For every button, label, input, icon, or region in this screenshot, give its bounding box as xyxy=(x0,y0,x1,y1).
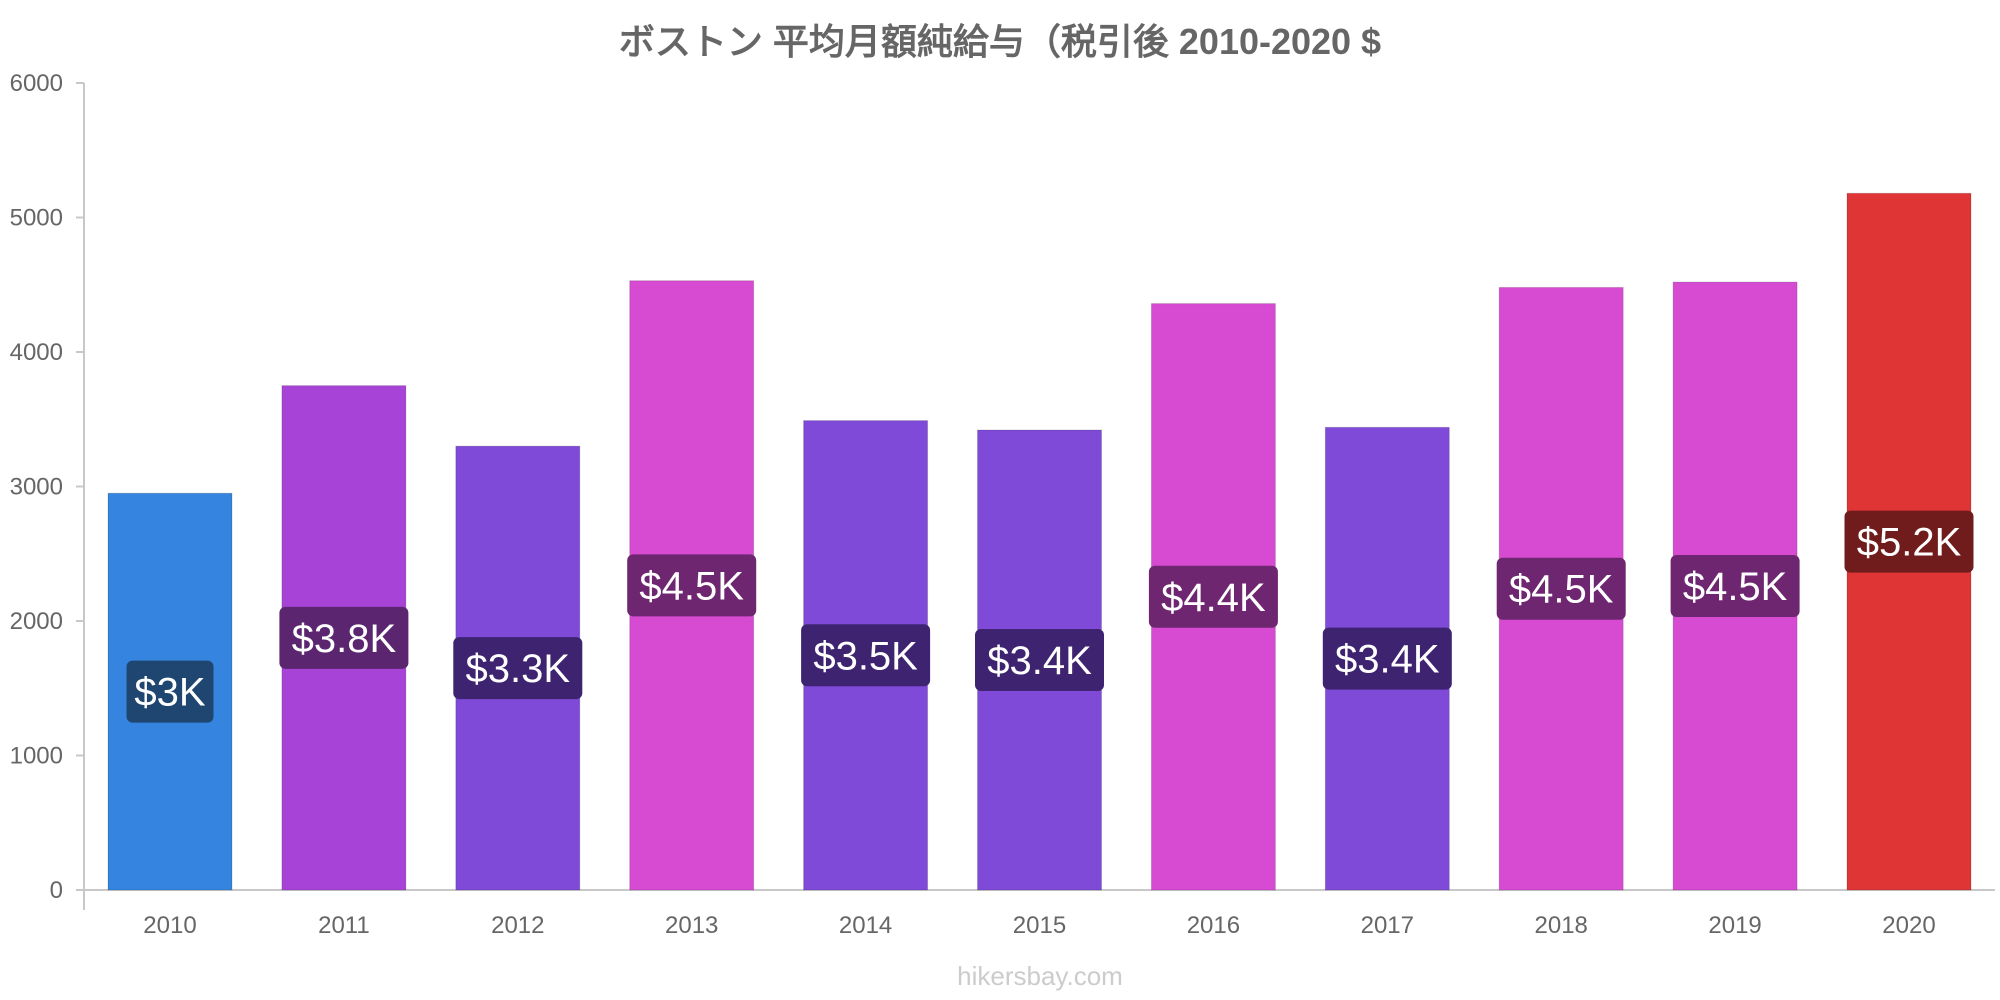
data-label-box xyxy=(1670,555,1800,618)
data-label: $3K xyxy=(134,671,205,715)
x-tick-label: 2018 xyxy=(1535,912,1588,939)
x-tick-label: 2012 xyxy=(491,912,544,939)
footer-source: hikersbay.com xyxy=(957,961,1123,991)
y-tick-label: 2000 xyxy=(10,608,63,635)
x-tick-label: 2011 xyxy=(318,912,370,939)
x-tick-label: 2019 xyxy=(1708,912,1761,939)
y-tick-label: 4000 xyxy=(10,339,63,366)
data-label-box xyxy=(1148,565,1278,628)
data-label-box xyxy=(453,637,583,700)
data-label: $4.5K xyxy=(639,564,744,608)
x-tick-label: 2010 xyxy=(143,912,196,939)
x-tick-label: 2015 xyxy=(1013,912,1066,939)
data-labels: $3K $3.8K $3.3K $4.5K $3.5K $3.4K $4.4K $3.4K $4… xyxy=(126,510,1974,723)
bars xyxy=(107,192,1972,891)
data-label: $4.5K xyxy=(1683,565,1788,609)
y-axis-ticks: 0 1000 2000 3000 4000 5000 6000 xyxy=(10,70,84,904)
x-tick-label: 2014 xyxy=(839,912,892,939)
x-tick-label: 2013 xyxy=(665,912,718,939)
data-label-box xyxy=(975,629,1104,692)
data-label-box xyxy=(627,554,757,617)
data-label-box xyxy=(279,606,409,669)
y-tick-label: 0 xyxy=(50,877,63,904)
x-tick-label: 2016 xyxy=(1187,912,1240,939)
x-tick-label: 2017 xyxy=(1361,912,1414,939)
data-label: $5.2K xyxy=(1857,521,1962,565)
data-label-box xyxy=(1844,510,1974,573)
y-tick-label: 5000 xyxy=(10,205,63,232)
y-tick-label: 6000 xyxy=(10,70,63,97)
data-label: $4.4K xyxy=(1161,576,1266,620)
y-tick-label: 1000 xyxy=(10,743,63,770)
chart-title: ボストン 平均月額純給与（税引後 2010-2020 $ xyxy=(619,21,1381,62)
y-tick-label: 3000 xyxy=(10,474,63,501)
data-label-box xyxy=(126,660,214,723)
data-label: $3.8K xyxy=(292,617,397,661)
data-label-box xyxy=(1496,557,1626,620)
data-label: $3.4K xyxy=(987,639,1092,683)
x-tick-label: 2020 xyxy=(1882,912,1935,939)
data-label-box xyxy=(801,624,931,687)
data-label-box xyxy=(1322,627,1452,690)
data-label: $4.5K xyxy=(1509,568,1614,612)
data-label: $3.3K xyxy=(466,647,571,691)
data-label: $3.5K xyxy=(813,634,918,678)
data-label: $3.4K xyxy=(1335,638,1440,682)
x-axis-ticks: 2010 2011 2012 2013 2014 2015 2016 2017 2018 2019… xyxy=(143,912,1935,939)
